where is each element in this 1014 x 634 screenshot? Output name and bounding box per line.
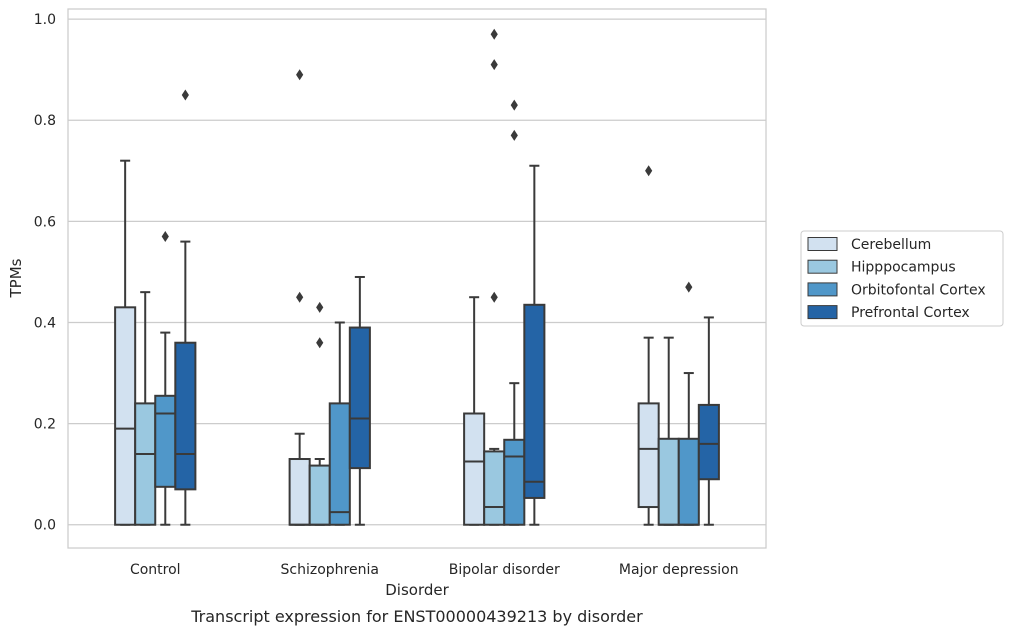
x-axis-label: Disorder xyxy=(385,581,449,599)
outlier-point xyxy=(510,129,518,141)
legend: Cerebellum Hipppocampus Orbitofontal Corte… xyxy=(800,230,1004,327)
box-3-1 xyxy=(348,275,371,526)
box-body xyxy=(463,412,486,526)
box-3-0 xyxy=(174,89,197,526)
x-tick-label: Control xyxy=(130,562,181,578)
box-2-2 xyxy=(503,99,526,526)
box-3-3 xyxy=(697,316,720,526)
outlier-point xyxy=(490,28,498,40)
box-groups xyxy=(114,28,720,526)
legend-label: Orbitofontal Cortex xyxy=(851,282,986,298)
y-tick-label: 0.6 xyxy=(34,214,56,230)
y-axis-label: TPMs xyxy=(7,258,25,298)
legend-label: Hipppocampus xyxy=(851,260,956,276)
y-tick-label: 0.8 xyxy=(34,113,56,129)
legend-swatch xyxy=(807,237,838,251)
box-body xyxy=(328,402,351,526)
box-1-1 xyxy=(308,301,331,526)
box-1-0 xyxy=(134,291,157,526)
chart-caption: Transcript expression for ENST0000043921… xyxy=(190,607,643,626)
outlier-point xyxy=(316,337,324,349)
box-body xyxy=(134,402,157,526)
box-0-2 xyxy=(463,296,486,526)
legend-swatch xyxy=(807,305,838,320)
box-body xyxy=(523,303,546,499)
legend-swatch xyxy=(807,259,838,274)
legend-label: Prefrontal Cortex xyxy=(851,305,970,321)
y-tick-label: 0.0 xyxy=(34,518,56,534)
box-body xyxy=(657,437,680,526)
outlier-point xyxy=(316,301,324,313)
box-body xyxy=(154,394,177,488)
box-1-2 xyxy=(483,28,506,526)
box-body xyxy=(308,464,331,526)
box-0-3 xyxy=(637,165,660,526)
x-tick-labels: Control Schizophrenia Bipolar disorder Majo… xyxy=(130,562,739,578)
outlier-point xyxy=(161,231,169,243)
legend-swatch xyxy=(807,282,838,297)
y-tick-labels: 0.0 0.2 0.4 0.6 0.8 1.0 xyxy=(34,12,56,534)
legend-frame xyxy=(800,230,1004,327)
box-body xyxy=(174,341,197,491)
x-tick-label: Bipolar disorder xyxy=(449,562,560,578)
box-body xyxy=(503,438,526,526)
outlier-point xyxy=(645,165,653,177)
box-2-1 xyxy=(328,321,351,526)
outlier-point xyxy=(490,291,498,303)
y-tick-label: 0.4 xyxy=(34,315,56,331)
box-1-3 xyxy=(657,336,680,526)
outlier-point xyxy=(181,89,189,101)
x-tick-label: Schizophrenia xyxy=(281,562,379,578)
box-body xyxy=(697,403,720,481)
outlier-point xyxy=(490,59,498,71)
box-3-2 xyxy=(523,164,546,526)
box-0-1 xyxy=(288,69,311,526)
box-body xyxy=(348,326,371,470)
box-body xyxy=(637,402,660,509)
outlier-point xyxy=(296,69,304,81)
y-tick-label: 0.2 xyxy=(34,417,56,433)
box-body xyxy=(288,458,311,526)
legend-label: Cerebellum xyxy=(851,237,931,253)
outlier-point xyxy=(510,99,518,111)
outlier-point xyxy=(296,291,304,303)
y-tick-label: 1.0 xyxy=(34,12,56,28)
outlier-point xyxy=(685,281,693,293)
box-body xyxy=(483,450,506,526)
x-tick-label: Major depression xyxy=(619,562,739,578)
box-body xyxy=(114,306,137,526)
box-body xyxy=(677,437,700,526)
box-2-3 xyxy=(677,281,700,526)
